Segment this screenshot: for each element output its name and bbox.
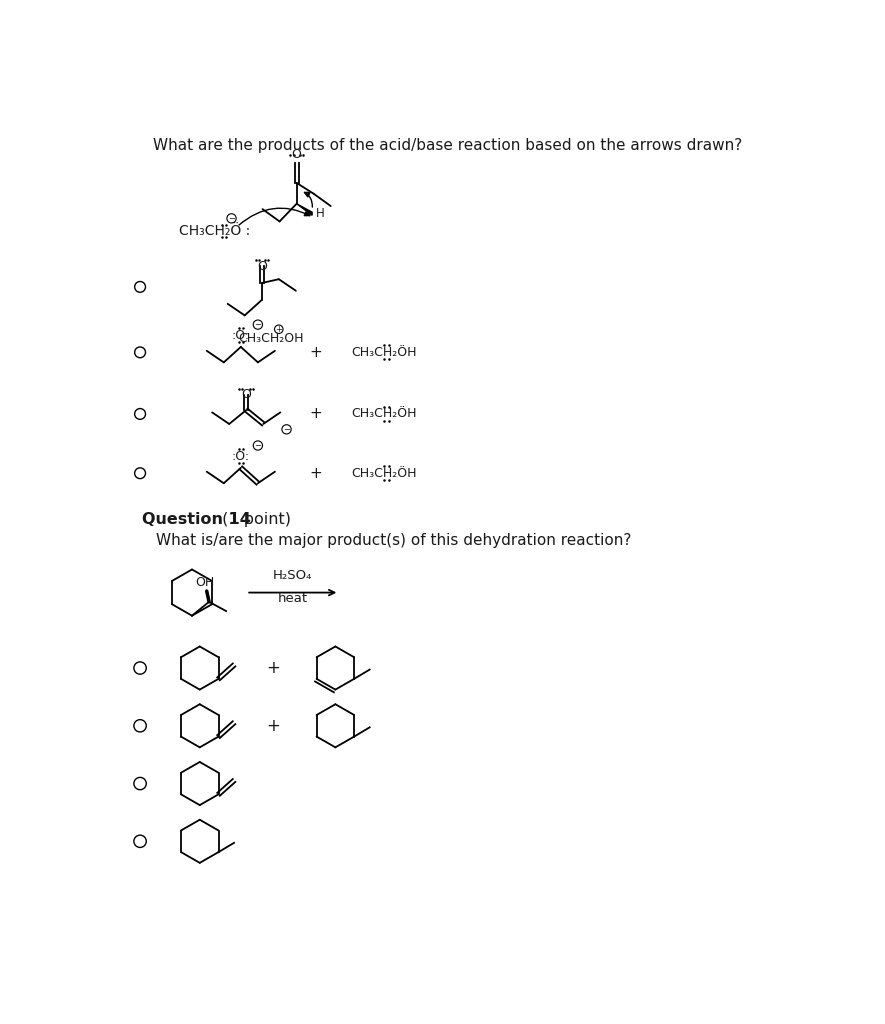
Text: O: O xyxy=(292,148,302,162)
Text: H: H xyxy=(316,207,325,220)
Text: Question 14: Question 14 xyxy=(142,512,250,526)
Text: +: + xyxy=(275,325,282,334)
Text: +: + xyxy=(266,717,281,735)
Text: What are the products of the acid/base reaction based on the arrows drawn?: What are the products of the acid/base r… xyxy=(153,138,743,154)
FancyArrowPatch shape xyxy=(239,208,310,225)
Text: (1 point): (1 point) xyxy=(217,512,291,526)
Text: :O:: :O: xyxy=(232,450,250,463)
Text: :O:: :O: xyxy=(232,329,250,342)
Text: CH₃CH₂ÖH: CH₃CH₂ÖH xyxy=(350,467,416,479)
Text: +: + xyxy=(310,345,322,359)
FancyArrowPatch shape xyxy=(304,193,312,207)
Text: H₂SO₄: H₂SO₄ xyxy=(273,568,312,582)
Text: +: + xyxy=(310,407,322,422)
Text: What is/are the major product(s) of this dehydration reaction?: What is/are the major product(s) of this… xyxy=(156,534,631,548)
Text: O: O xyxy=(242,388,251,401)
Text: +: + xyxy=(310,466,322,480)
Text: CH₃CH₂OH: CH₃CH₂OH xyxy=(238,332,304,345)
Text: CH₃CH₂ÖH: CH₃CH₂ÖH xyxy=(350,408,416,421)
Polygon shape xyxy=(296,204,312,215)
Text: −: − xyxy=(254,321,261,329)
Text: heat: heat xyxy=(278,592,308,605)
Text: −: − xyxy=(254,441,261,450)
Text: OH: OH xyxy=(196,577,215,590)
Text: −: − xyxy=(228,214,235,223)
Text: CH₃CH₂ÖH: CH₃CH₂ÖH xyxy=(350,346,416,358)
Text: CH₃CH₂Ö :: CH₃CH₂Ö : xyxy=(179,223,250,238)
Text: +: + xyxy=(266,659,281,677)
Text: O: O xyxy=(257,260,266,272)
Text: −: − xyxy=(283,425,290,434)
